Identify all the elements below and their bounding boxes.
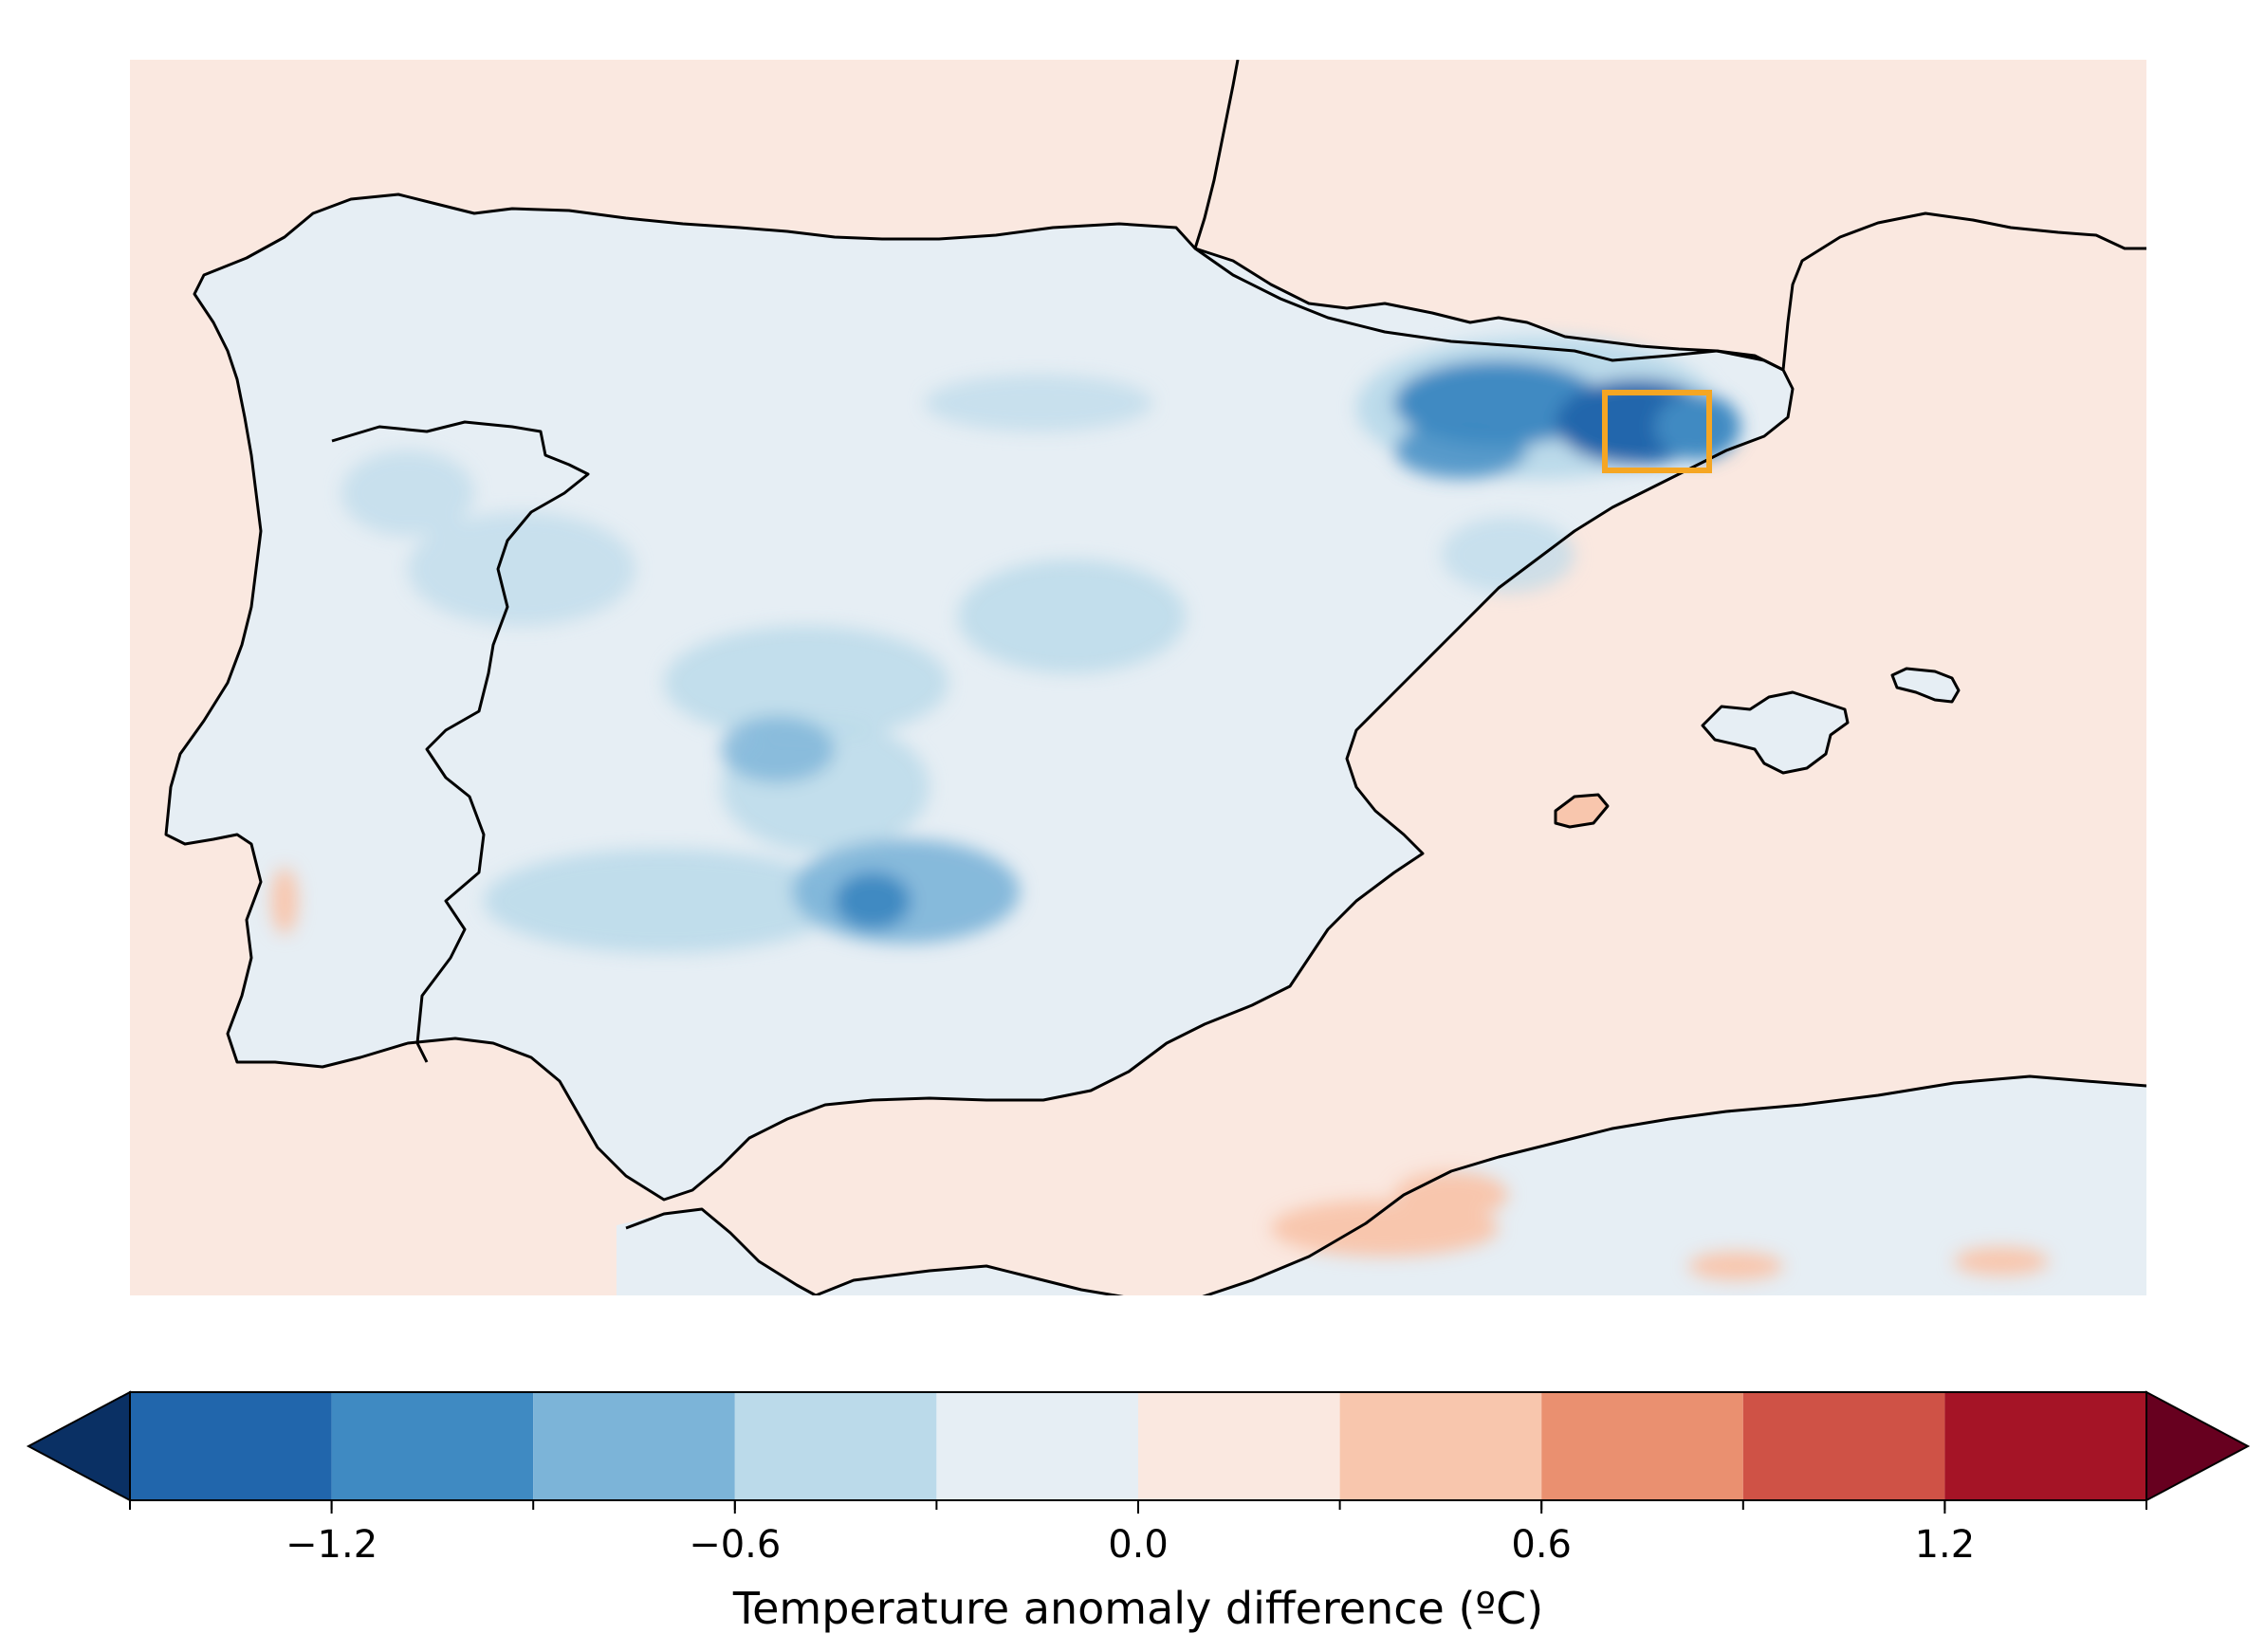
portugal-spain-border <box>331 420 590 1063</box>
colorbar-extend-high <box>2145 1390 2251 1502</box>
iberia-coastline <box>164 193 1795 1202</box>
france-mediterranean-coast <box>1781 211 2146 371</box>
colorbar-tick-label: 1.2 <box>1915 1523 1976 1567</box>
ibiza-coastline <box>1554 793 1610 829</box>
colorbar: −1.2 −0.6 0.0 0.6 1.2 <box>26 1390 2251 1567</box>
colorbar-label: Temperature anomaly difference (ºC) <box>732 1583 1543 1634</box>
north-africa-coastline <box>625 1074 2146 1295</box>
map-panel <box>130 60 2146 1295</box>
mallorca-coastline <box>1701 690 1850 775</box>
menorca-island <box>1892 669 1959 702</box>
coastlines <box>164 60 2146 1295</box>
colorbar-segment <box>936 1392 1138 1500</box>
north-africa-land <box>617 1076 2146 1295</box>
colorbar-segment <box>1742 1392 1945 1500</box>
colorbar-segment <box>1944 1392 2146 1500</box>
colorbar-segment <box>1339 1392 1542 1500</box>
colorbar-segment <box>1138 1392 1340 1500</box>
mallorca-island <box>1703 692 1848 773</box>
colorbar-segment <box>331 1392 534 1500</box>
colorbar-segment <box>734 1392 937 1500</box>
colorbar-tick-label: 0.6 <box>1511 1523 1572 1567</box>
colorbar-segment <box>1541 1392 1743 1500</box>
colorbar-segment <box>533 1392 735 1500</box>
cold-anomaly-patches <box>341 337 1740 953</box>
france-atlantic-coast <box>1193 60 1240 249</box>
highlight-box <box>1602 390 1712 473</box>
colorbar-segment <box>130 1392 332 1500</box>
colorbar-tick-label: 0.0 <box>1108 1523 1169 1567</box>
colorbar-extend-low <box>26 1390 131 1502</box>
colorbar-tick-label: −0.6 <box>689 1523 781 1567</box>
france-spain-border <box>1194 247 1784 372</box>
menorca-coastline <box>1890 667 1961 704</box>
warm-anomaly-patches <box>271 868 2049 1280</box>
colorbar-tick-label: −1.2 <box>285 1523 378 1567</box>
